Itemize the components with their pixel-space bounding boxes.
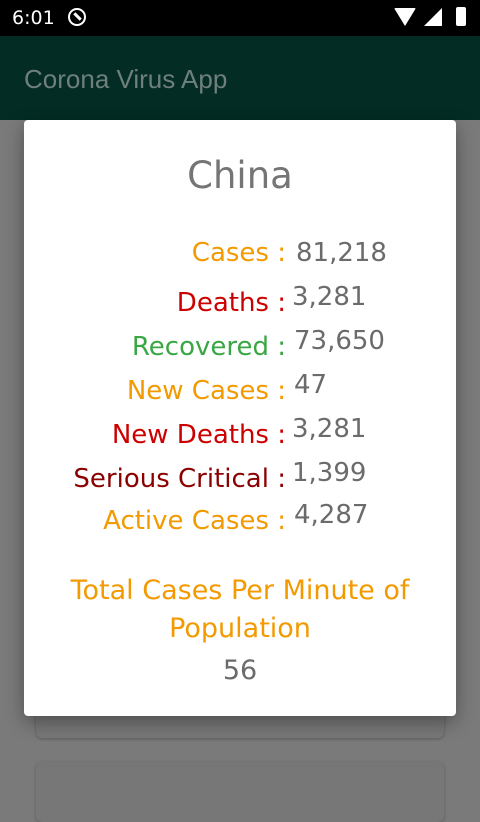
per-minute-label: Total Cases Per Minute of Population [24,572,456,648]
recovered-label: Recovered : [131,332,286,362]
per-minute-label-line2: Population [169,613,311,644]
signal-icon [424,8,442,26]
active-cases-value: 4,287 [294,500,369,530]
battery-icon [456,7,466,26]
stat-row-active-cases: Active Cases : 4,287 [24,500,456,542]
per-minute-label-line1: Total Cases Per Minute of [70,575,410,606]
new-deaths-value: 3,281 [292,414,367,444]
stat-row-new-cases: New Cases : 47 [24,370,456,412]
wifi-icon [394,8,416,26]
stat-row-cases: Cases : 81,218 [24,238,456,274]
per-minute-value: 56 [222,655,258,686]
deaths-value: 3,281 [292,282,367,312]
status-time: 6:01 [12,7,55,29]
country-details-dialog: China Cases : 81,218 Deaths : 3,281 Reco… [24,120,456,716]
app-title: Corona Virus App [24,64,228,94]
new-cases-label: New Cases : [126,376,286,406]
serious-critical-value: 1,399 [292,458,367,488]
active-cases-label: Active Cases : [103,506,286,536]
new-deaths-label: New Deaths : [111,420,286,450]
serious-critical-label: Serious Critical : [73,464,286,494]
cases-value: 81,218 [296,238,387,268]
deaths-label: Deaths : [176,288,286,318]
recovered-value: 73,650 [294,326,385,356]
cases-label: Cases : [191,238,286,268]
app-bar: Corona Virus App [0,36,480,120]
status-bar: 6:01 [0,0,480,36]
country-name: China [187,154,293,197]
stat-row-serious-critical: Serious Critical : 1,399 [24,458,456,500]
stat-row-new-deaths: New Deaths : 3,281 [24,414,456,456]
do-not-disturb-icon [68,8,86,26]
new-cases-value: 47 [294,370,328,400]
stat-row-deaths: Deaths : 3,281 [24,282,456,322]
background-card[interactable] [36,762,444,822]
stat-row-recovered: Recovered : 73,650 [24,326,456,368]
